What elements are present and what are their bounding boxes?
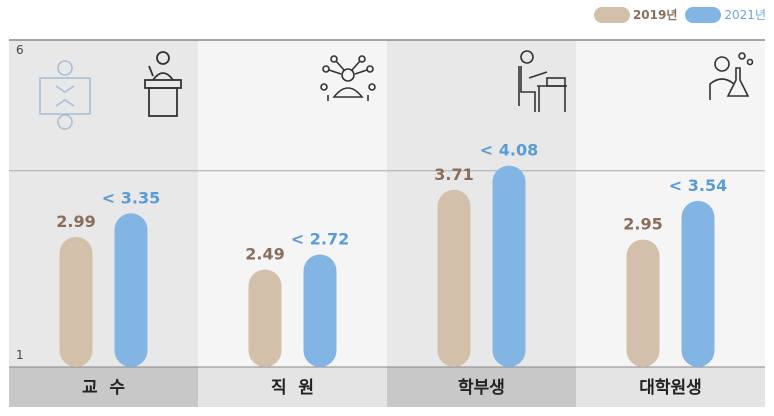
category-label: 학부생 [458, 378, 505, 398]
data-label: < 4.08 [480, 141, 538, 160]
podium-speaker-icon [144, 51, 182, 117]
category-label: 직 원 [271, 378, 314, 398]
category-label: 교 수 [82, 378, 125, 398]
y-tick-label: 6 [16, 43, 24, 57]
student-desk-icon [518, 50, 567, 112]
category-label: 대학원생 [639, 378, 702, 398]
data-label: 2.99 [56, 212, 95, 231]
category-strip [198, 367, 387, 407]
legend-swatch-2021 [685, 6, 722, 23]
scientist-flask-icon [709, 52, 754, 100]
bar [681, 200, 715, 367]
legend: 2019년 2021년 [586, 6, 766, 23]
data-label: < 2.72 [291, 230, 349, 249]
network-person-icon [320, 55, 376, 101]
bar [248, 269, 282, 367]
bar [114, 213, 148, 367]
bar [59, 236, 93, 367]
data-label: < 3.35 [102, 188, 160, 207]
panel-background [387, 40, 576, 367]
data-label: 2.49 [245, 245, 284, 264]
legend-swatch-2019 [593, 6, 630, 23]
category-strip [9, 367, 198, 407]
panel-background [198, 40, 387, 367]
category-strip [387, 367, 576, 407]
category-strip [576, 367, 765, 407]
bar [492, 165, 526, 367]
legend-item-2021: 2021년 [685, 6, 766, 23]
data-label: 3.71 [434, 165, 473, 184]
data-label: 2.95 [623, 214, 662, 233]
legend-item-2019: 2019년 [593, 6, 678, 23]
panel-background [576, 40, 765, 367]
y-tick-label: 1 [16, 348, 24, 362]
bar [626, 239, 660, 367]
bar [303, 254, 337, 367]
bar [437, 189, 471, 367]
meeting-icon [39, 60, 91, 130]
data-label: < 3.54 [669, 176, 727, 195]
legend-label-2021: 2021년 [724, 8, 766, 22]
legend-label-2019: 2019년 [632, 8, 678, 22]
